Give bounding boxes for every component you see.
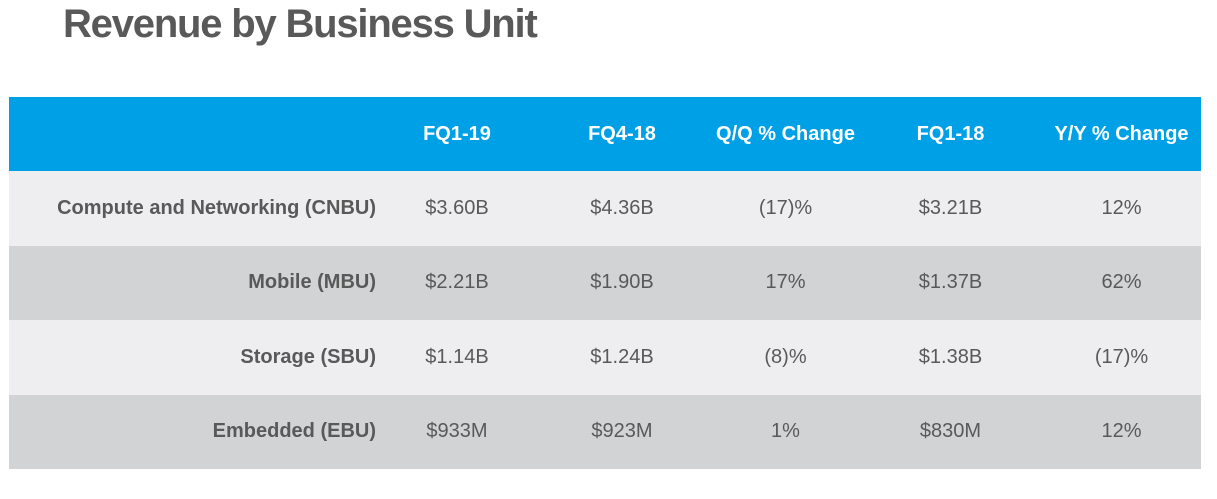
row-label: Storage (SBU) [240, 345, 376, 368]
cell-qq-change: 17% [765, 271, 806, 294]
revenue-table: FQ1-19 FQ4-18 Q/Q % Change FQ1-18 Y/Y % … [9, 97, 1201, 469]
cell-fq4-18: $4.36B [590, 196, 654, 219]
cell-fq1-18: $1.37B [918, 271, 983, 294]
table-row: Embedded (EBU) $933M $923M 1% $830M 12% [9, 394, 1201, 469]
table-row: Compute and Networking (CNBU) $3.60B $4.… [9, 171, 1201, 246]
table-row: Storage (SBU) $1.14B $1.24B (8)% $1.38B … [9, 320, 1201, 395]
cell-fq4-18: $1.24B [590, 345, 654, 368]
header-cell-fq1-19: FQ1-19 [423, 122, 491, 145]
row-label: Compute and Networking (CNBU) [57, 196, 376, 219]
header-cell-yy-change: Y/Y % Change [1054, 122, 1189, 145]
row-label: Mobile (MBU) [248, 271, 376, 294]
cell-fq1-18: $1.38B [918, 345, 983, 368]
cell-fq1-18: $3.21B [918, 196, 983, 219]
header-cell-fq4-18: FQ4-18 [588, 122, 656, 145]
cell-fq4-18: $1.90B [590, 271, 654, 294]
cell-fq1-18: $830M [919, 420, 982, 443]
header-cell-qq-change: Q/Q % Change [716, 122, 855, 145]
cell-yy-change: 62% [1101, 271, 1142, 294]
cell-qq-change: (8)% [764, 345, 807, 368]
table-header-row: FQ1-19 FQ4-18 Q/Q % Change FQ1-18 Y/Y % … [9, 97, 1201, 171]
cell-qq-change: (17)% [758, 196, 813, 219]
cell-fq1-19: $2.21B [425, 271, 489, 294]
cell-yy-change: 12% [1101, 196, 1142, 219]
cell-fq4-18: $923M [591, 420, 653, 443]
cell-yy-change: 12% [1101, 420, 1142, 443]
cell-fq1-19: $3.60B [425, 196, 489, 219]
cell-fq1-19: $1.14B [425, 345, 489, 368]
cell-qq-change: 1% [771, 420, 800, 443]
cell-fq1-19: $933M [426, 420, 488, 443]
table-row: Mobile (MBU) $2.21B $1.90B 17% $1.37B 62… [9, 245, 1201, 320]
cell-yy-change: (17)% [1094, 345, 1149, 368]
row-label: Embedded (EBU) [212, 420, 376, 443]
header-cell-fq1-18: FQ1-18 [916, 122, 985, 145]
page-title: Revenue by Business Unit [63, 2, 538, 46]
